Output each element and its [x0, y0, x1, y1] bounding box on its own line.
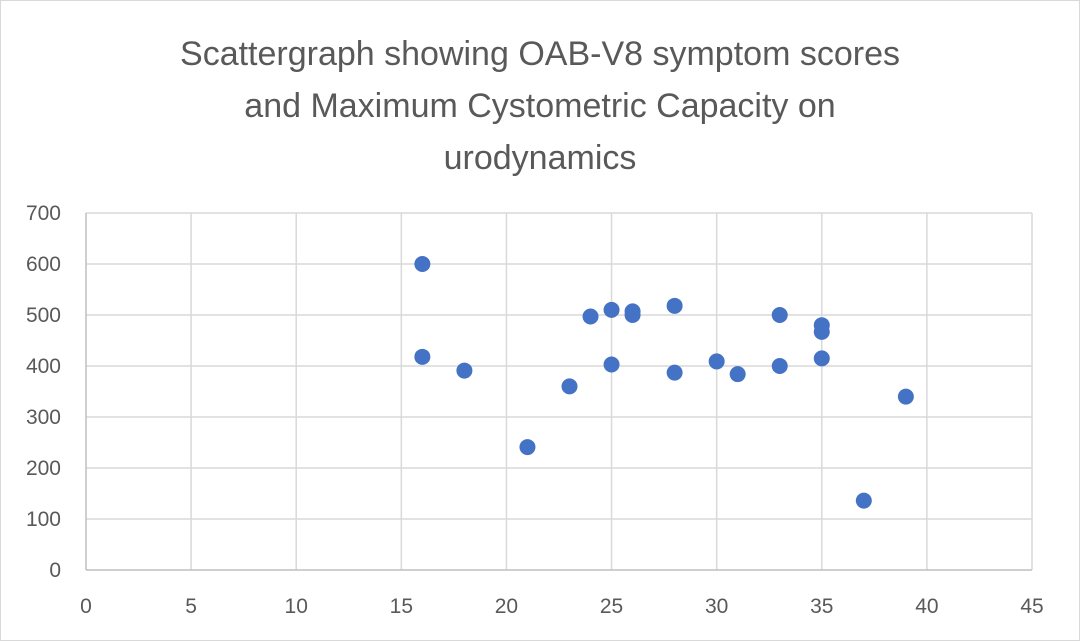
- x-tick-label: 45: [1020, 595, 1043, 618]
- y-tick-label: 0: [49, 559, 61, 582]
- chart-title: Scattergraph showing OAB-V8 symptom scor…: [0, 28, 1080, 184]
- tick-labels: 0 100 200 300 400 500 600 700 0 5 10 15 20 25 30 35 40 45: [26, 202, 1044, 618]
- data-point: [414, 256, 431, 272]
- data-point: [561, 378, 578, 395]
- x-tick-label: 40: [915, 595, 938, 618]
- y-tick-label: 700: [26, 202, 61, 225]
- y-tick-label: 300: [26, 406, 61, 429]
- x-tick-label: 10: [285, 595, 308, 618]
- data-point: [624, 307, 641, 323]
- data-point: [855, 492, 872, 509]
- x-tick-label: 5: [185, 595, 197, 618]
- data-point: [456, 362, 473, 379]
- y-tick-label: 400: [26, 355, 61, 378]
- axes: [85, 213, 1032, 571]
- x-tick-label: 35: [810, 595, 833, 618]
- x-tick-label: 20: [495, 595, 518, 618]
- x-tick-label: 15: [390, 595, 413, 618]
- data-point: [708, 353, 725, 370]
- chart-title-line-1: Scattergraph showing OAB-V8 symptom scor…: [180, 35, 900, 73]
- data-point: [603, 301, 620, 318]
- data-point: [729, 366, 746, 383]
- y-tick-label: 100: [26, 508, 61, 531]
- data-point: [414, 348, 431, 365]
- data-point: [813, 350, 830, 367]
- data-point: [666, 364, 683, 381]
- data-point: [771, 307, 788, 323]
- y-tick-label: 500: [26, 304, 61, 327]
- data-point: [771, 358, 788, 374]
- data-point: [519, 439, 536, 456]
- gridlines: [86, 212, 1033, 570]
- chart-title-line-3: urodynamics: [443, 139, 637, 177]
- data-point: [603, 356, 620, 373]
- x-tick-label: 0: [80, 595, 92, 618]
- data-point: [897, 388, 914, 405]
- data-point: [813, 323, 830, 340]
- x-tick-label: 25: [600, 595, 623, 618]
- y-tick-label: 200: [26, 457, 61, 480]
- chart-title-line-2: and Maximum Cystometric Capacity on: [244, 87, 836, 125]
- data-point: [582, 308, 599, 325]
- x-tick-label: 30: [705, 595, 728, 618]
- y-tick-label: 600: [26, 253, 61, 276]
- data-point: [666, 297, 683, 314]
- data-points: [414, 256, 914, 509]
